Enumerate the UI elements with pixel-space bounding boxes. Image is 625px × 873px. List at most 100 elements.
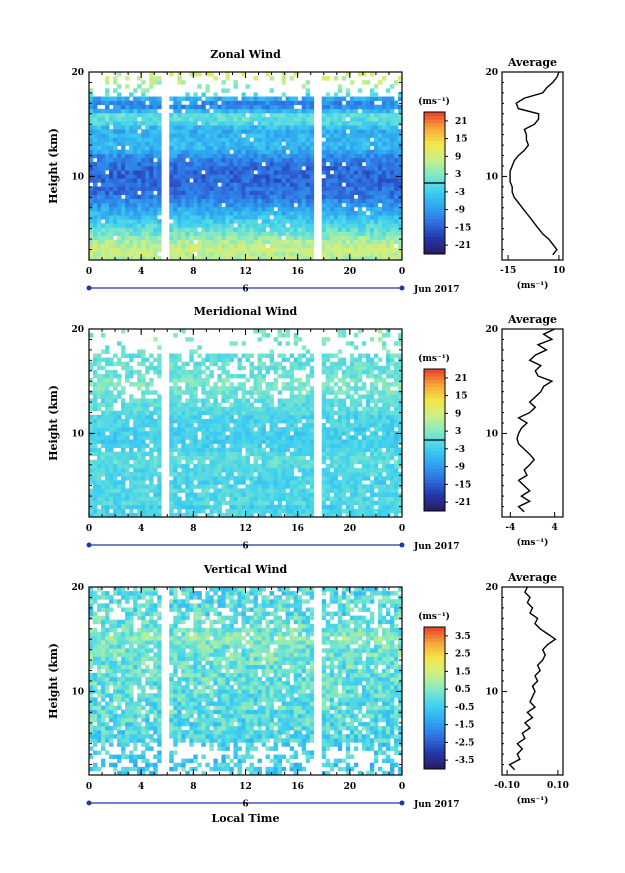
heatmap-cell <box>349 186 355 191</box>
heatmap-cell <box>221 145 226 151</box>
heatmap-cell <box>137 182 142 187</box>
heatmap-cell <box>201 116 206 122</box>
heatmap-cell <box>385 219 391 224</box>
heatmap-cell <box>109 472 114 477</box>
heatmap-cell <box>373 219 379 224</box>
heatmap-cell <box>349 467 355 473</box>
heatmap-cell <box>309 198 315 204</box>
heatmap-cell <box>209 255 214 261</box>
heatmap-cell <box>185 170 190 175</box>
heatmap-cell <box>301 210 307 216</box>
heatmap-cell <box>301 215 307 220</box>
heatmap-cell <box>205 206 210 212</box>
heatmap-cell <box>325 166 331 171</box>
heatmap-cell <box>309 476 315 481</box>
heatmap-cell <box>133 467 138 473</box>
heatmap-cell <box>325 174 331 179</box>
heatmap-cell <box>309 243 315 249</box>
heatmap-cell <box>357 198 363 204</box>
heatmap-cell <box>133 178 138 183</box>
heatmap-cell <box>357 247 363 253</box>
heatmap-cell <box>233 137 238 142</box>
heatmap-cell <box>241 153 246 159</box>
heatmap-cell <box>261 137 266 142</box>
heatmap-cell <box>389 243 395 249</box>
heatmap-cell <box>337 133 343 138</box>
heatmap-cell <box>193 145 198 151</box>
heatmap-cell <box>345 512 351 518</box>
heatmap-cell <box>245 235 250 240</box>
heatmap-cell <box>353 455 359 461</box>
heatmap-cell <box>301 84 307 89</box>
heatmap-cell <box>329 508 335 514</box>
heatmap-cell <box>149 219 154 224</box>
heatmap-cell <box>101 251 106 257</box>
heatmap-cell <box>361 472 367 477</box>
heatmap-cell <box>145 414 150 420</box>
heatmap-cell <box>397 508 403 514</box>
heatmap-cell <box>265 406 270 412</box>
colorbar-swatch <box>424 154 445 159</box>
heatmap-cell <box>297 480 303 485</box>
heatmap-cell <box>157 186 162 191</box>
heatmap-cell <box>297 202 303 208</box>
heatmap-cell <box>185 414 190 420</box>
heatmap-cell <box>289 406 295 412</box>
heatmap-cell <box>201 137 206 142</box>
heatmap-cell <box>261 476 266 481</box>
heatmap-cell <box>389 215 395 220</box>
heatmap-cell <box>357 133 363 138</box>
heatmap-cell <box>293 459 299 465</box>
heatmap-cell <box>269 104 274 110</box>
heatmap-cell <box>129 186 134 191</box>
heatmap-cell <box>281 451 287 457</box>
heatmap-cell <box>201 210 206 216</box>
colorbar-swatch <box>424 183 445 188</box>
heatmap-cell <box>177 133 182 138</box>
heatmap-cell <box>89 88 94 93</box>
heatmap-cell <box>385 508 391 514</box>
heatmap-cell <box>225 463 230 469</box>
heatmap-cell <box>373 447 379 453</box>
heatmap-cell <box>297 112 303 118</box>
heatmap-cell <box>325 508 331 514</box>
heatmap-cell <box>357 431 363 436</box>
heatmap-cell <box>285 476 291 481</box>
heatmap-cell <box>121 431 126 436</box>
heatmap-cell <box>225 72 230 77</box>
heatmap-cell <box>373 235 379 240</box>
heatmap-cell <box>241 480 246 485</box>
heatmap-cell <box>185 112 190 118</box>
heatmap-cell <box>305 492 311 497</box>
heatmap-cell <box>389 476 395 481</box>
heatmap-cell <box>205 116 210 122</box>
heatmap-cell <box>225 247 230 253</box>
heatmap-cell <box>113 153 118 159</box>
heatmap-cell <box>349 149 355 155</box>
heatmap-cell <box>189 112 194 118</box>
heatmap-cell <box>377 239 383 245</box>
heatmap-cell <box>297 463 303 469</box>
heatmap-cell <box>241 206 246 212</box>
heatmap-cell <box>173 121 178 126</box>
heatmap-cell <box>121 190 126 196</box>
heatmap-cell <box>129 251 134 257</box>
heatmap-cell <box>137 239 142 245</box>
heatmap-cell <box>173 463 178 469</box>
heatmap-cell <box>217 129 222 134</box>
heatmap-cell <box>213 149 218 155</box>
heatmap-cell <box>133 239 138 245</box>
heatmap-cell <box>341 157 347 163</box>
heatmap-cell <box>245 496 250 502</box>
heatmap-cell <box>389 427 395 432</box>
heatmap-cell <box>129 174 134 179</box>
heatmap-cell <box>305 215 311 220</box>
heatmap-cell <box>329 447 335 453</box>
heatmap-cell <box>377 472 383 477</box>
heatmap-cell <box>301 178 307 183</box>
heatmap-cell <box>117 504 122 510</box>
heatmap-cell <box>93 435 98 440</box>
heatmap-cell <box>209 145 214 151</box>
heatmap-cell <box>117 463 122 469</box>
heatmap-cell <box>293 182 299 187</box>
